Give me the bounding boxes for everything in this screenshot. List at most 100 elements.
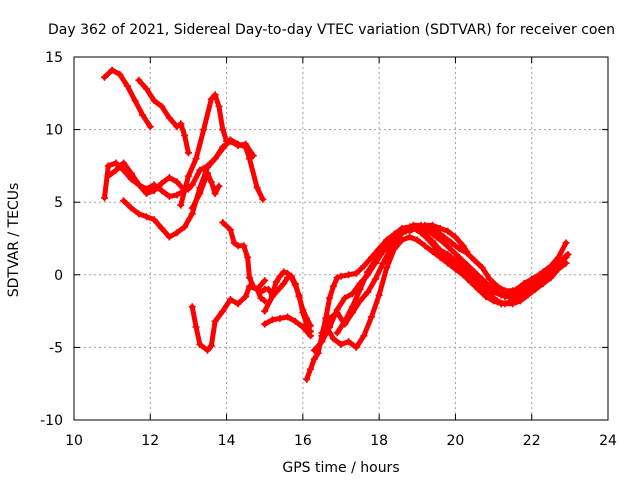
data-point-marker: [165, 174, 173, 182]
data-point-marker: [101, 73, 109, 81]
data-point-marker: [299, 323, 307, 331]
data-point-marker: [196, 189, 204, 197]
series-arc-6: [177, 91, 231, 209]
data-point-marker: [276, 272, 284, 280]
data-point-marker: [314, 349, 322, 357]
data-point-marker: [543, 271, 551, 279]
data-point-marker: [535, 277, 543, 285]
data-point-marker: [192, 155, 200, 163]
data-point-marker: [463, 261, 471, 269]
data-point-marker: [329, 282, 337, 290]
data-point-marker: [371, 275, 379, 283]
data-point-marker: [497, 300, 505, 308]
data-point-marker: [135, 181, 143, 189]
data-point-marker: [299, 306, 307, 314]
data-point-marker: [173, 229, 181, 237]
data-point-marker: [429, 221, 437, 229]
data-point-marker: [211, 189, 219, 197]
data-point-marker: [234, 300, 242, 308]
data-point-marker: [390, 245, 398, 253]
data-point-marker: [173, 191, 181, 199]
data-point-marker: [211, 317, 219, 325]
data-point-marker: [467, 278, 475, 286]
data-point-marker: [368, 253, 376, 261]
data-point-marker: [245, 274, 253, 282]
data-point-marker: [215, 182, 223, 190]
data-point-marker: [165, 114, 173, 122]
data-point-marker: [326, 294, 334, 302]
data-point-marker: [333, 329, 341, 337]
data-point-marker: [520, 288, 528, 296]
data-point-marker: [318, 329, 326, 337]
data-point-marker: [257, 288, 265, 296]
data-point-marker: [101, 194, 109, 202]
data-point-marker: [158, 224, 166, 232]
data-point-marker: [310, 346, 318, 354]
data-point-marker: [368, 313, 376, 321]
data-point-marker: [116, 70, 124, 78]
data-point-marker: [348, 303, 356, 311]
data-point-marker: [211, 155, 219, 163]
data-point-marker: [512, 294, 520, 302]
data-point-marker: [463, 268, 471, 276]
x-tick-label: 14: [218, 433, 236, 449]
data-point-marker: [406, 227, 414, 235]
data-point-marker: [318, 338, 326, 346]
y-tick-label: 10: [45, 123, 63, 139]
y-tick-label: 15: [45, 50, 63, 66]
series-arc-17: [333, 221, 570, 337]
data-point-marker: [135, 76, 143, 84]
data-point-marker: [398, 236, 406, 244]
data-point-marker: [486, 282, 494, 290]
data-point-marker: [104, 172, 112, 180]
data-point-marker: [204, 169, 211, 177]
data-point-marker: [280, 280, 288, 288]
y-tick-label: 0: [54, 268, 63, 284]
data-point-marker: [142, 85, 150, 93]
data-point-marker: [112, 159, 120, 167]
data-point-marker: [547, 262, 555, 270]
data-point-marker: [337, 272, 345, 280]
series-arc-1: [101, 66, 154, 131]
data-series-group: [101, 66, 572, 383]
data-point-marker: [123, 82, 131, 90]
data-point-marker: [261, 297, 269, 305]
data-point-marker: [326, 314, 334, 322]
data-point-marker: [291, 280, 299, 288]
data-point-marker: [139, 111, 147, 119]
data-point-marker: [448, 239, 456, 247]
series-arc-7: [188, 169, 223, 212]
data-point-marker: [259, 195, 267, 203]
y-tick-label: -5: [49, 340, 63, 356]
data-point-marker: [539, 268, 547, 276]
data-point-marker: [226, 226, 234, 234]
data-point-marker: [215, 102, 223, 110]
data-point-marker: [383, 264, 391, 272]
data-point-marker: [429, 248, 437, 256]
data-point-marker: [436, 224, 444, 232]
data-point-marker: [261, 320, 269, 328]
x-tick-label: 22: [523, 433, 541, 449]
data-point-marker: [562, 239, 570, 247]
data-point-marker: [131, 97, 139, 105]
data-point-marker: [478, 264, 486, 272]
data-point-marker: [532, 274, 540, 282]
data-point-marker: [112, 166, 120, 174]
data-point-marker: [306, 322, 314, 330]
data-point-marker: [280, 268, 288, 276]
data-point-marker: [528, 282, 536, 290]
data-point-marker: [471, 268, 478, 276]
data-point-marker: [223, 137, 231, 145]
data-point-marker: [455, 253, 463, 261]
data-point-marker: [150, 187, 158, 195]
data-point-marker: [558, 258, 566, 266]
data-point-marker: [471, 275, 478, 283]
data-point-marker: [387, 236, 395, 244]
data-point-marker: [440, 233, 448, 241]
data-point-marker: [551, 265, 559, 273]
data-point-marker: [554, 253, 562, 261]
data-point-marker: [486, 275, 494, 283]
data-point-marker: [444, 227, 452, 235]
series-arc-18: [406, 221, 471, 256]
